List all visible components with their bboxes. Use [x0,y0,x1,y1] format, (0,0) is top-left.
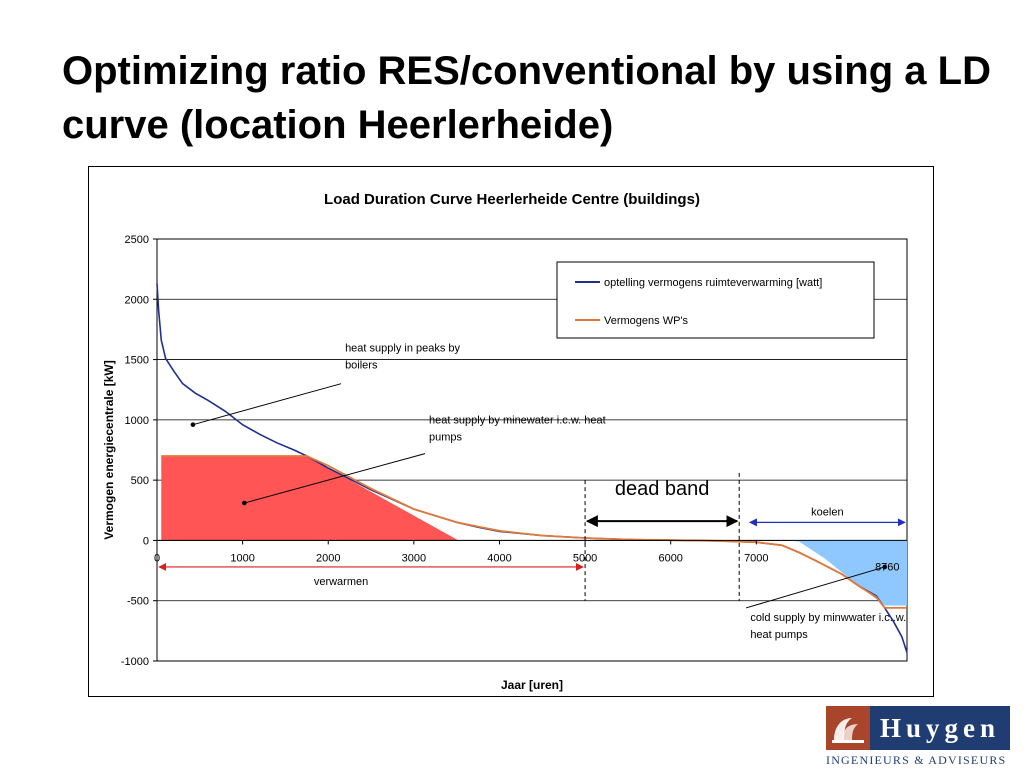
chart-title: Load Duration Curve Heerlerheide Centre … [324,191,700,208]
verwarmen-label: verwarmen [314,576,368,588]
load-duration-chart: Load Duration Curve Heerlerheide Centre … [102,191,908,692]
logo-name: Huygen [870,706,1010,750]
tick-labels: 2500 2000 1500 1000 500 0 -500 -1000 0 1000 2000 30… [121,234,769,668]
cooling-region [786,540,907,606]
legend-label-heating-sum: optelling vermogens ruimteverwarming [wa… [604,277,822,289]
series-line-heat-pumps [161,455,907,609]
filled-regions [161,456,907,606]
series-lines [156,283,908,653]
chart-frame: Load Duration Curve Heerlerheide Centre … [88,166,934,697]
slide-title: Optimizing ratio RES/conventional by usi… [62,49,991,147]
huygen-logo: Huygen INGENIEURS & ADVISEURS [826,706,1010,768]
annotation-text: boilers [345,360,378,372]
y-tick-label: 0 [143,535,149,547]
annotation-text: heat supply in peaks by [345,343,460,355]
y-tick-label: 500 [131,475,149,487]
annotation-text: pumps [429,432,463,444]
x-tick-label: 1000 [230,552,254,564]
annotation-dot [190,422,196,427]
x-tick-label: 4000 [487,552,511,564]
y-tick-label: 2000 [125,294,149,306]
annotation-text: cold supply by minwwater i.c..w. [750,612,906,624]
y-tick-label: -500 [127,596,149,608]
annotation-text: heat pumps [750,629,808,641]
y-tick-label: 2500 [125,234,149,246]
x-tick-label: 0 [154,552,160,564]
y-tick-label: 1500 [125,355,149,367]
logo-subtitle: INGENIEURS & ADVISEURS [826,753,1007,767]
annotation-leader [244,453,426,504]
annotation-leader [745,566,885,609]
y-axis-label: Vermogen energiecentrale [kW] [102,360,116,539]
dead-band-label: dead band [615,478,710,500]
x-tick-label: 7000 [744,552,768,564]
legend-label-heat-pumps: Vermogens WP's [604,315,689,327]
koelen-label: koelen [811,506,843,518]
x-tick-label: 2000 [316,552,340,564]
logo-mark-icon [826,706,870,750]
legend-box [556,261,875,339]
x-axis-label: Jaar [uren] [501,678,563,692]
annotation-text: heat supply by minewater i.c.w. heat [429,415,606,427]
annotations: heat supply in peaks by boilers heat suppl… [190,343,906,641]
annotation-dot [242,500,247,506]
x-tick-label: 3000 [402,552,426,564]
x-tick-label: 6000 [658,552,682,564]
y-tick-label: -1000 [121,656,149,668]
heating-region [161,456,459,541]
annotation-dot [882,564,888,570]
point-label: 8760 [875,561,899,573]
legend: optelling vermogens ruimteverwarming [wa… [556,261,875,339]
annotation-leader [192,383,342,426]
range-markers: verwarmen koelen dead band 8760 [158,472,906,601]
y-tick-label: 1000 [125,415,149,427]
